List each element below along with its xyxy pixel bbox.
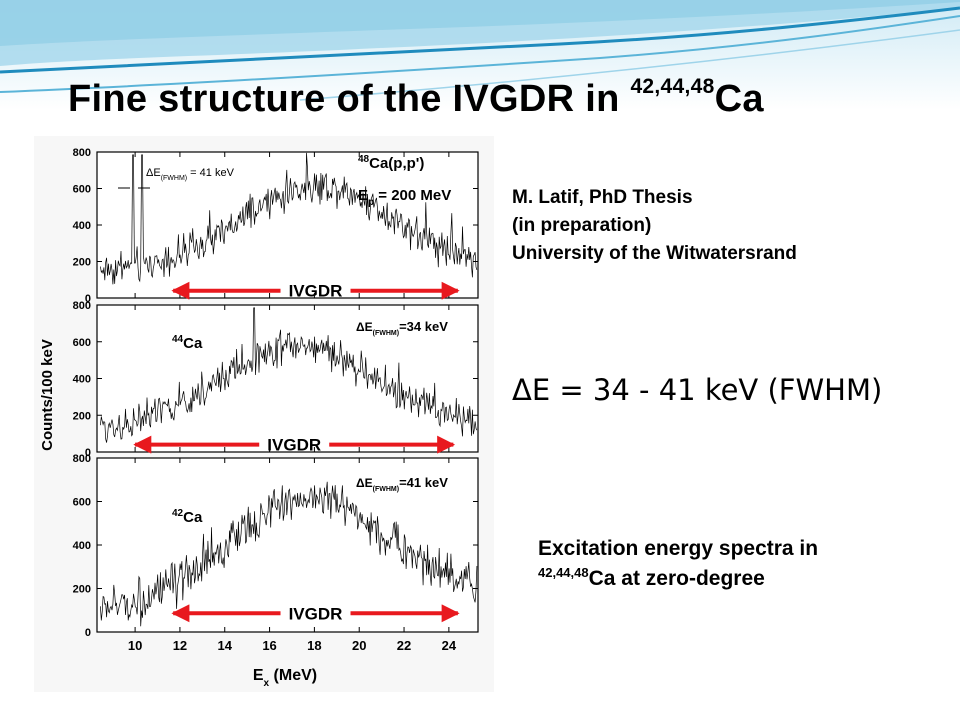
slide-title-isotopes: 42,44,48 <box>630 75 715 98</box>
x-axis-label-unit: (MeV) <box>269 667 317 684</box>
slide-title-element: Ca <box>714 78 764 120</box>
y-tick-label: 600 <box>73 184 91 196</box>
header-wave-line-dark <box>0 6 960 74</box>
header-wave-line-faint <box>299 29 960 101</box>
y-tick-label: 400 <box>73 374 91 386</box>
energy-resolution-text: ΔE = 34 - 41 keV (FWHM) <box>512 373 883 407</box>
spectrum-trace <box>100 307 478 443</box>
panel-nucleus-label: 44Ca <box>172 334 203 352</box>
header-wave-mid <box>0 0 960 46</box>
y-tick-label: 600 <box>73 497 91 509</box>
caption-line-2-text: Ca at zero-degree <box>588 567 765 590</box>
attribution-line-2: (in preparation) <box>512 215 652 236</box>
y-tick-label: 400 <box>73 540 91 552</box>
attribution-line-1: M. Latif, PhD Thesis <box>512 187 693 208</box>
x-tick-label: 24 <box>442 638 457 653</box>
x-tick-label: 12 <box>173 638 187 653</box>
x-axis-label-sub: x <box>264 678 270 689</box>
slide-title: Fine structure of the IVGDR in 42,44,48C… <box>68 75 764 121</box>
x-axis-label-symbol: E <box>253 667 264 684</box>
ivgdr-label: IVGDR <box>289 604 343 623</box>
caption-isotopes: 42,44,48 <box>538 565 589 580</box>
panel-beam-energy: Ep = 200 MeV <box>358 187 451 208</box>
x-tick-label: 22 <box>397 638 411 653</box>
panel-resolution-label: ΔE(FWHM) = 41 keV <box>146 167 235 182</box>
y-tick-label: 200 <box>73 257 91 269</box>
ivgdr-label: IVGDR <box>289 282 343 301</box>
spectrum-trace <box>100 481 478 627</box>
panel-resolution-label: ΔE(FWHM)=41 keV <box>356 475 448 493</box>
attribution-line-3: University of the Witwatersrand <box>512 243 797 264</box>
spectrum-trace <box>100 152 478 285</box>
x-tick-label: 10 <box>128 638 142 653</box>
panel-resolution-label: ΔE(FWHM)=34 keV <box>356 319 448 337</box>
figure-caption: Excitation energy spectra in 42,44,48Ca … <box>538 534 818 594</box>
panel-frame <box>96 304 479 453</box>
header-wave-line-light <box>0 15 960 93</box>
y-tick-label: 0 <box>85 293 91 305</box>
panel-nucleus-label: 42Ca <box>172 508 203 526</box>
x-axis-label: Ex (MeV) <box>253 667 317 689</box>
y-tick-label: 800 <box>73 147 91 159</box>
ivgdr-label: IVGDR <box>267 436 321 455</box>
x-tick-label: 14 <box>218 638 233 653</box>
y-tick-label: 600 <box>73 337 91 349</box>
y-tick-label: 800 <box>73 453 91 465</box>
y-tick-label: 0 <box>85 447 91 459</box>
y-axis-label: Counts/100 keV <box>39 339 56 451</box>
thesis-attribution: M. Latif, PhD Thesis (in preparation) Un… <box>512 184 797 268</box>
y-tick-label: 200 <box>73 410 91 422</box>
x-tick-label: 18 <box>307 638 321 653</box>
x-tick-label: 16 <box>262 638 276 653</box>
y-tick-label: 0 <box>85 627 91 639</box>
caption-line-1: Excitation energy spectra in <box>538 537 819 560</box>
panel-reaction-label: 48Ca(p,p') <box>358 154 424 172</box>
x-tick-label: 20 <box>352 638 366 653</box>
caption-line-2: 42,44,48Ca at zero-degree <box>538 564 818 594</box>
y-tick-label: 400 <box>73 220 91 232</box>
panel-frame <box>96 457 479 633</box>
y-tick-label: 200 <box>73 584 91 596</box>
slide-title-text: Fine structure of the IVGDR in <box>68 78 631 120</box>
y-tick-label: 800 <box>73 300 91 312</box>
